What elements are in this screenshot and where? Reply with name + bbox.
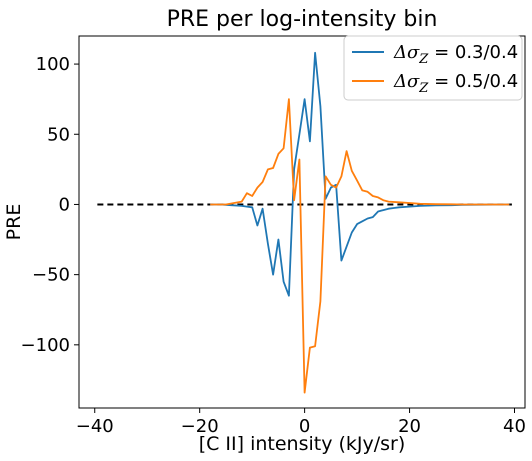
y-tick-label: 50	[47, 124, 70, 145]
y-tick-label: −100	[21, 335, 70, 356]
x-tick-label: −20	[181, 416, 219, 437]
y-tick-label: 0	[59, 194, 70, 215]
x-tick-label: 20	[398, 416, 421, 437]
x-axis-label: [C II] intensity (kJy/sr)	[199, 433, 406, 455]
y-axis-label: PRE	[3, 204, 25, 241]
plot-area	[97, 51, 512, 394]
legend-label-1: ΔσZ = 0.3/0.4	[393, 42, 518, 67]
y-tick-label: −50	[32, 265, 70, 286]
x-tick-label: −40	[76, 416, 114, 437]
legend-box	[343, 35, 523, 101]
x-axis: −40 −20 0 20 40	[76, 408, 526, 437]
chart-title: PRE per log-intensity bin	[167, 7, 438, 32]
y-axis: 100 50 0 −50 −100	[21, 54, 79, 356]
x-tick-label: 0	[299, 416, 310, 437]
legend-label-2: ΔσZ = 0.5/0.4	[393, 71, 518, 96]
plot-frame	[78, 35, 526, 409]
y-tick-label: 100	[36, 54, 70, 75]
x-tick-label: 40	[503, 416, 526, 437]
series-line-2	[210, 98, 510, 394]
legend: ΔσZ = 0.3/0.4 ΔσZ = 0.5/0.4	[343, 35, 523, 101]
